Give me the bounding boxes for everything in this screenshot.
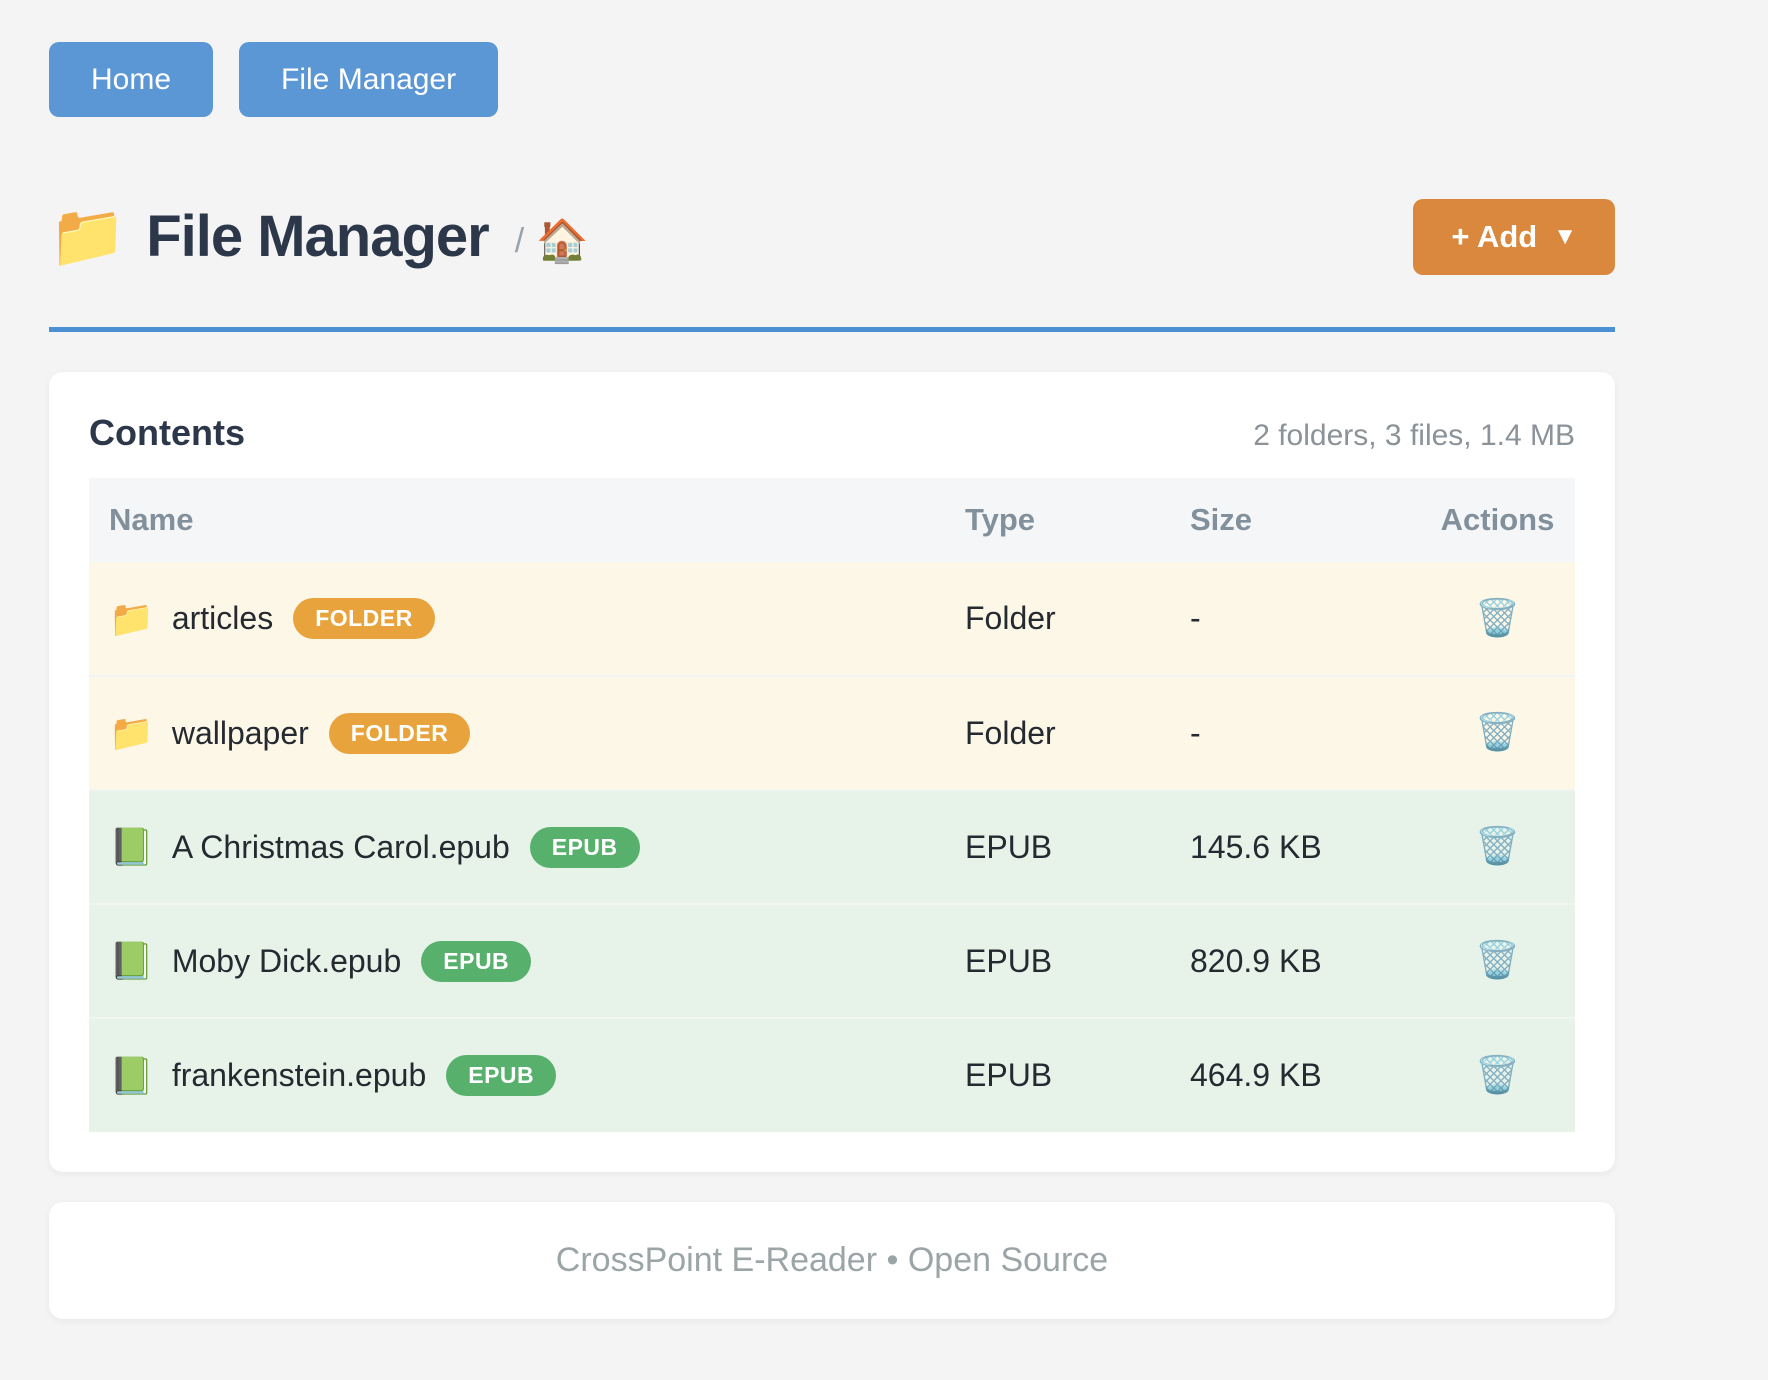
book-icon: 📗: [109, 829, 154, 865]
item-name-link[interactable]: Moby Dick.epub: [172, 943, 401, 980]
contents-heading: Contents: [89, 412, 245, 454]
item-type: EPUB: [945, 904, 1170, 1018]
table-row: 📁 wallpaper FOLDER Folder - 🗑️: [89, 676, 1575, 790]
contents-summary: 2 folders, 3 files, 1.4 MB: [1253, 419, 1575, 453]
table-row: 📁 articles FOLDER Folder - 🗑️: [89, 562, 1575, 676]
item-size: -: [1170, 676, 1420, 790]
folder-icon: 📁: [49, 206, 126, 268]
footer: CrossPoint E-Reader • Open Source: [49, 1202, 1615, 1319]
page-container: Home File Manager 📁 File Manager / 🏠 + A…: [49, 0, 1615, 1319]
delete-button[interactable]: 🗑️: [1475, 714, 1520, 750]
book-icon: 📗: [109, 1058, 154, 1094]
top-nav: Home File Manager: [49, 42, 1615, 117]
home-button[interactable]: Home: [49, 42, 213, 117]
contents-card: Contents 2 folders, 3 files, 1.4 MB Name…: [49, 372, 1615, 1172]
item-type: Folder: [945, 676, 1170, 790]
page-header: 📁 File Manager / 🏠 + Add ▼: [49, 190, 1615, 283]
type-badge: EPUB: [446, 1055, 556, 1096]
page-title: File Manager: [146, 203, 489, 270]
column-header-actions: Actions: [1420, 478, 1575, 562]
column-header-name: Name: [89, 478, 945, 562]
table-row: 📗 frankenstein.epub EPUB EPUB 464.9 KB 🗑…: [89, 1018, 1575, 1132]
item-type: EPUB: [945, 1018, 1170, 1132]
table-header-row: Name Type Size Actions: [89, 478, 1575, 562]
files-table: Name Type Size Actions 📁 articles FOLDER: [89, 478, 1575, 1132]
file-manager-button[interactable]: File Manager: [239, 42, 498, 117]
footer-text: CrossPoint E-Reader • Open Source: [556, 1241, 1108, 1280]
type-badge: FOLDER: [293, 598, 435, 639]
item-type: Folder: [945, 562, 1170, 676]
item-size: 820.9 KB: [1170, 904, 1420, 1018]
chevron-down-icon: ▼: [1553, 223, 1577, 251]
table-row: 📗 Moby Dick.epub EPUB EPUB 820.9 KB 🗑️: [89, 904, 1575, 1018]
item-name-link[interactable]: articles: [172, 600, 273, 637]
contents-card-header: Contents 2 folders, 3 files, 1.4 MB: [89, 412, 1575, 454]
type-badge: EPUB: [421, 941, 531, 982]
column-header-size: Size: [1170, 478, 1420, 562]
table-row: 📗 A Christmas Carol.epub EPUB EPUB 145.6…: [89, 790, 1575, 904]
column-header-type: Type: [945, 478, 1170, 562]
breadcrumb-separator: /: [515, 222, 524, 261]
item-name-link[interactable]: A Christmas Carol.epub: [172, 829, 510, 866]
item-type: EPUB: [945, 790, 1170, 904]
type-badge: EPUB: [530, 827, 640, 868]
type-badge: FOLDER: [329, 713, 471, 754]
delete-button[interactable]: 🗑️: [1475, 600, 1520, 636]
add-button-label: + Add: [1451, 219, 1537, 255]
item-name-link[interactable]: frankenstein.epub: [172, 1057, 426, 1094]
header-divider: [49, 327, 1615, 332]
item-size: 464.9 KB: [1170, 1018, 1420, 1132]
delete-button[interactable]: 🗑️: [1475, 942, 1520, 978]
item-name-link[interactable]: wallpaper: [172, 715, 309, 752]
item-size: 145.6 KB: [1170, 790, 1420, 904]
delete-button[interactable]: 🗑️: [1475, 828, 1520, 864]
add-button[interactable]: + Add ▼: [1413, 199, 1615, 275]
breadcrumb-home-icon[interactable]: 🏠: [536, 220, 588, 262]
delete-button[interactable]: 🗑️: [1475, 1057, 1520, 1093]
item-size: -: [1170, 562, 1420, 676]
folder-icon: 📁: [109, 715, 154, 751]
book-icon: 📗: [109, 943, 154, 979]
folder-icon: 📁: [109, 601, 154, 637]
